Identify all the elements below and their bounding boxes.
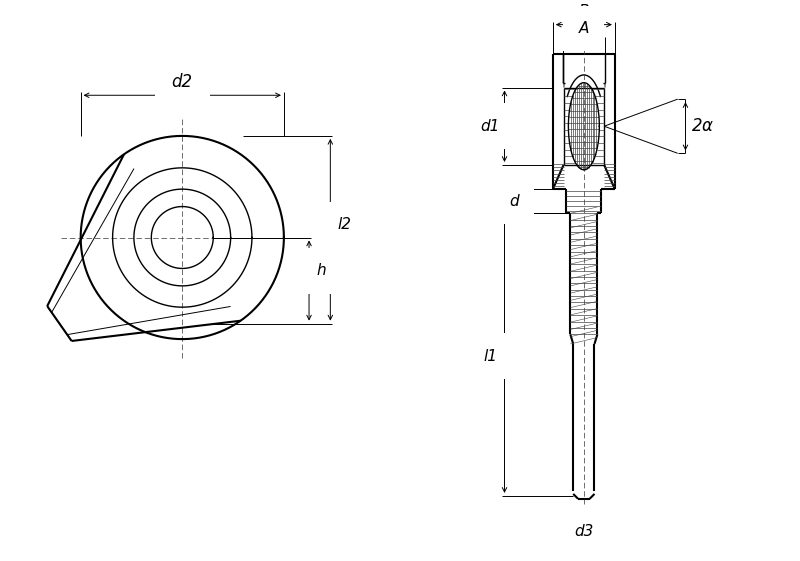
Text: 2$\alpha$: 2$\alpha$ — [691, 117, 714, 135]
Text: d2: d2 — [172, 73, 193, 91]
Text: h: h — [317, 263, 326, 278]
Text: d: d — [510, 194, 519, 209]
Text: d3: d3 — [574, 524, 594, 539]
Text: A: A — [578, 21, 589, 36]
Text: d1: d1 — [480, 119, 500, 134]
Text: B: B — [578, 3, 589, 19]
Text: l2: l2 — [338, 217, 352, 232]
Text: l1: l1 — [484, 348, 498, 364]
